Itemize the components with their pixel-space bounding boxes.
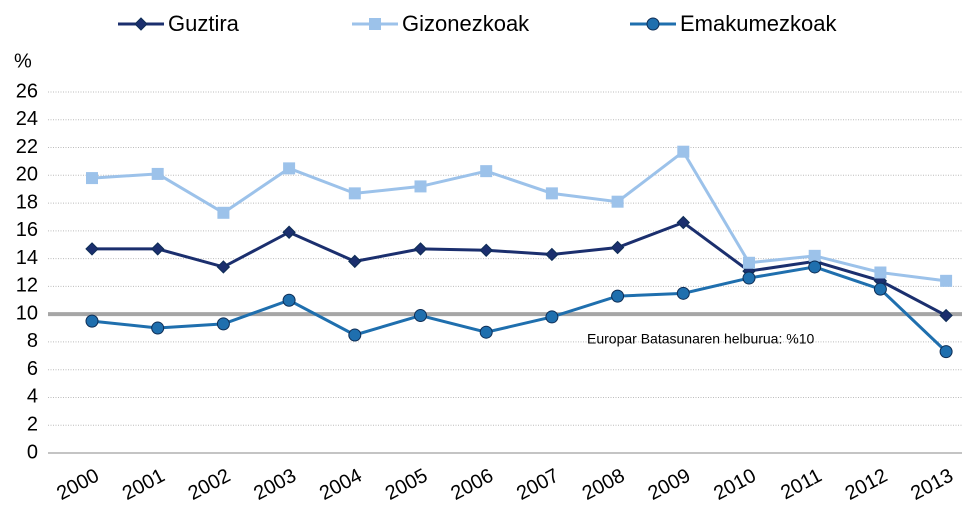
data-point xyxy=(414,309,427,323)
data-point xyxy=(348,328,362,342)
x-tick-label: 2005 xyxy=(382,465,432,505)
y-axis-label: % xyxy=(14,50,32,72)
x-tick-label: 2000 xyxy=(53,465,103,505)
x-tick-label: 2002 xyxy=(185,465,235,505)
data-point xyxy=(808,249,821,262)
data-point xyxy=(676,286,690,300)
data-point xyxy=(86,172,98,185)
data-point xyxy=(940,274,953,287)
y-tick-label: 8 xyxy=(27,330,38,352)
data-point xyxy=(283,162,296,175)
data-point xyxy=(939,308,953,323)
data-point xyxy=(414,180,427,193)
x-tick-label: 2010 xyxy=(710,465,760,505)
y-tick-label: 12 xyxy=(16,275,38,297)
y-tick-label: 26 xyxy=(16,80,38,102)
data-point xyxy=(479,325,493,339)
data-point xyxy=(348,254,362,269)
series-line xyxy=(91,265,948,353)
y-tick-label: 20 xyxy=(16,164,38,186)
legend-label: Guztira xyxy=(168,11,240,36)
data-point xyxy=(282,293,296,307)
data-point xyxy=(282,225,296,239)
y-tick-label: 24 xyxy=(16,108,38,130)
legend-item: Emakumezkoak xyxy=(630,11,838,36)
data-point xyxy=(611,195,624,208)
data-point xyxy=(479,243,493,257)
y-tick-label: 2 xyxy=(27,414,38,436)
x-tick-label: 2011 xyxy=(777,465,825,505)
x-tick-label: 2009 xyxy=(645,465,695,505)
data-point xyxy=(480,165,493,178)
x-tick-label: 2008 xyxy=(579,465,629,505)
y-tick-label: 6 xyxy=(27,358,38,380)
legend-marker xyxy=(134,17,148,31)
data-point xyxy=(348,187,361,200)
x-tick-label: 2004 xyxy=(316,465,366,505)
data-point xyxy=(874,266,887,279)
y-tick-label: 22 xyxy=(16,136,38,158)
data-point xyxy=(743,256,755,269)
x-tick-label: 2003 xyxy=(250,465,300,505)
y-tick-label: 18 xyxy=(16,191,38,213)
y-tick-label: 0 xyxy=(27,441,38,463)
x-tick-label: 2001 xyxy=(119,465,169,505)
x-tick-label: 2012 xyxy=(842,465,892,505)
series-line xyxy=(92,220,947,317)
y-tick-label: 16 xyxy=(16,219,38,241)
data-point xyxy=(545,187,558,200)
data-point xyxy=(217,206,230,219)
data-point xyxy=(873,282,887,296)
data-point xyxy=(151,321,165,335)
y-tick-label: 4 xyxy=(27,386,38,408)
data-point xyxy=(413,242,428,256)
data-point xyxy=(611,289,625,303)
x-tick-label: 2006 xyxy=(447,465,497,505)
data-point xyxy=(545,247,559,262)
data-point xyxy=(216,317,230,331)
legend-label: Gizonezkoak xyxy=(402,11,530,36)
data-point xyxy=(610,240,625,255)
data-point xyxy=(85,314,99,328)
data-point xyxy=(151,167,164,180)
series-line xyxy=(91,149,947,283)
legend-marker xyxy=(369,18,381,30)
data-point xyxy=(545,310,559,324)
legend-label: Emakumezkoak xyxy=(680,11,838,36)
x-tick-label: 2007 xyxy=(513,465,563,505)
legend-item: Guztira xyxy=(118,11,240,36)
y-tick-label: 10 xyxy=(16,302,38,324)
data-point xyxy=(216,260,231,274)
data-point xyxy=(808,260,822,274)
data-point xyxy=(676,215,691,230)
legend-item: Gizonezkoak xyxy=(352,11,530,36)
y-tick-label: 14 xyxy=(16,247,38,269)
data-point xyxy=(677,145,690,158)
data-point xyxy=(939,345,953,359)
data-point xyxy=(150,242,165,256)
legend-marker xyxy=(646,17,660,31)
data-point xyxy=(742,271,756,285)
data-point xyxy=(85,242,99,256)
x-tick-label: 2013 xyxy=(907,465,957,505)
reference-label: Europar Batasunaren helburua: %10 xyxy=(587,331,814,347)
